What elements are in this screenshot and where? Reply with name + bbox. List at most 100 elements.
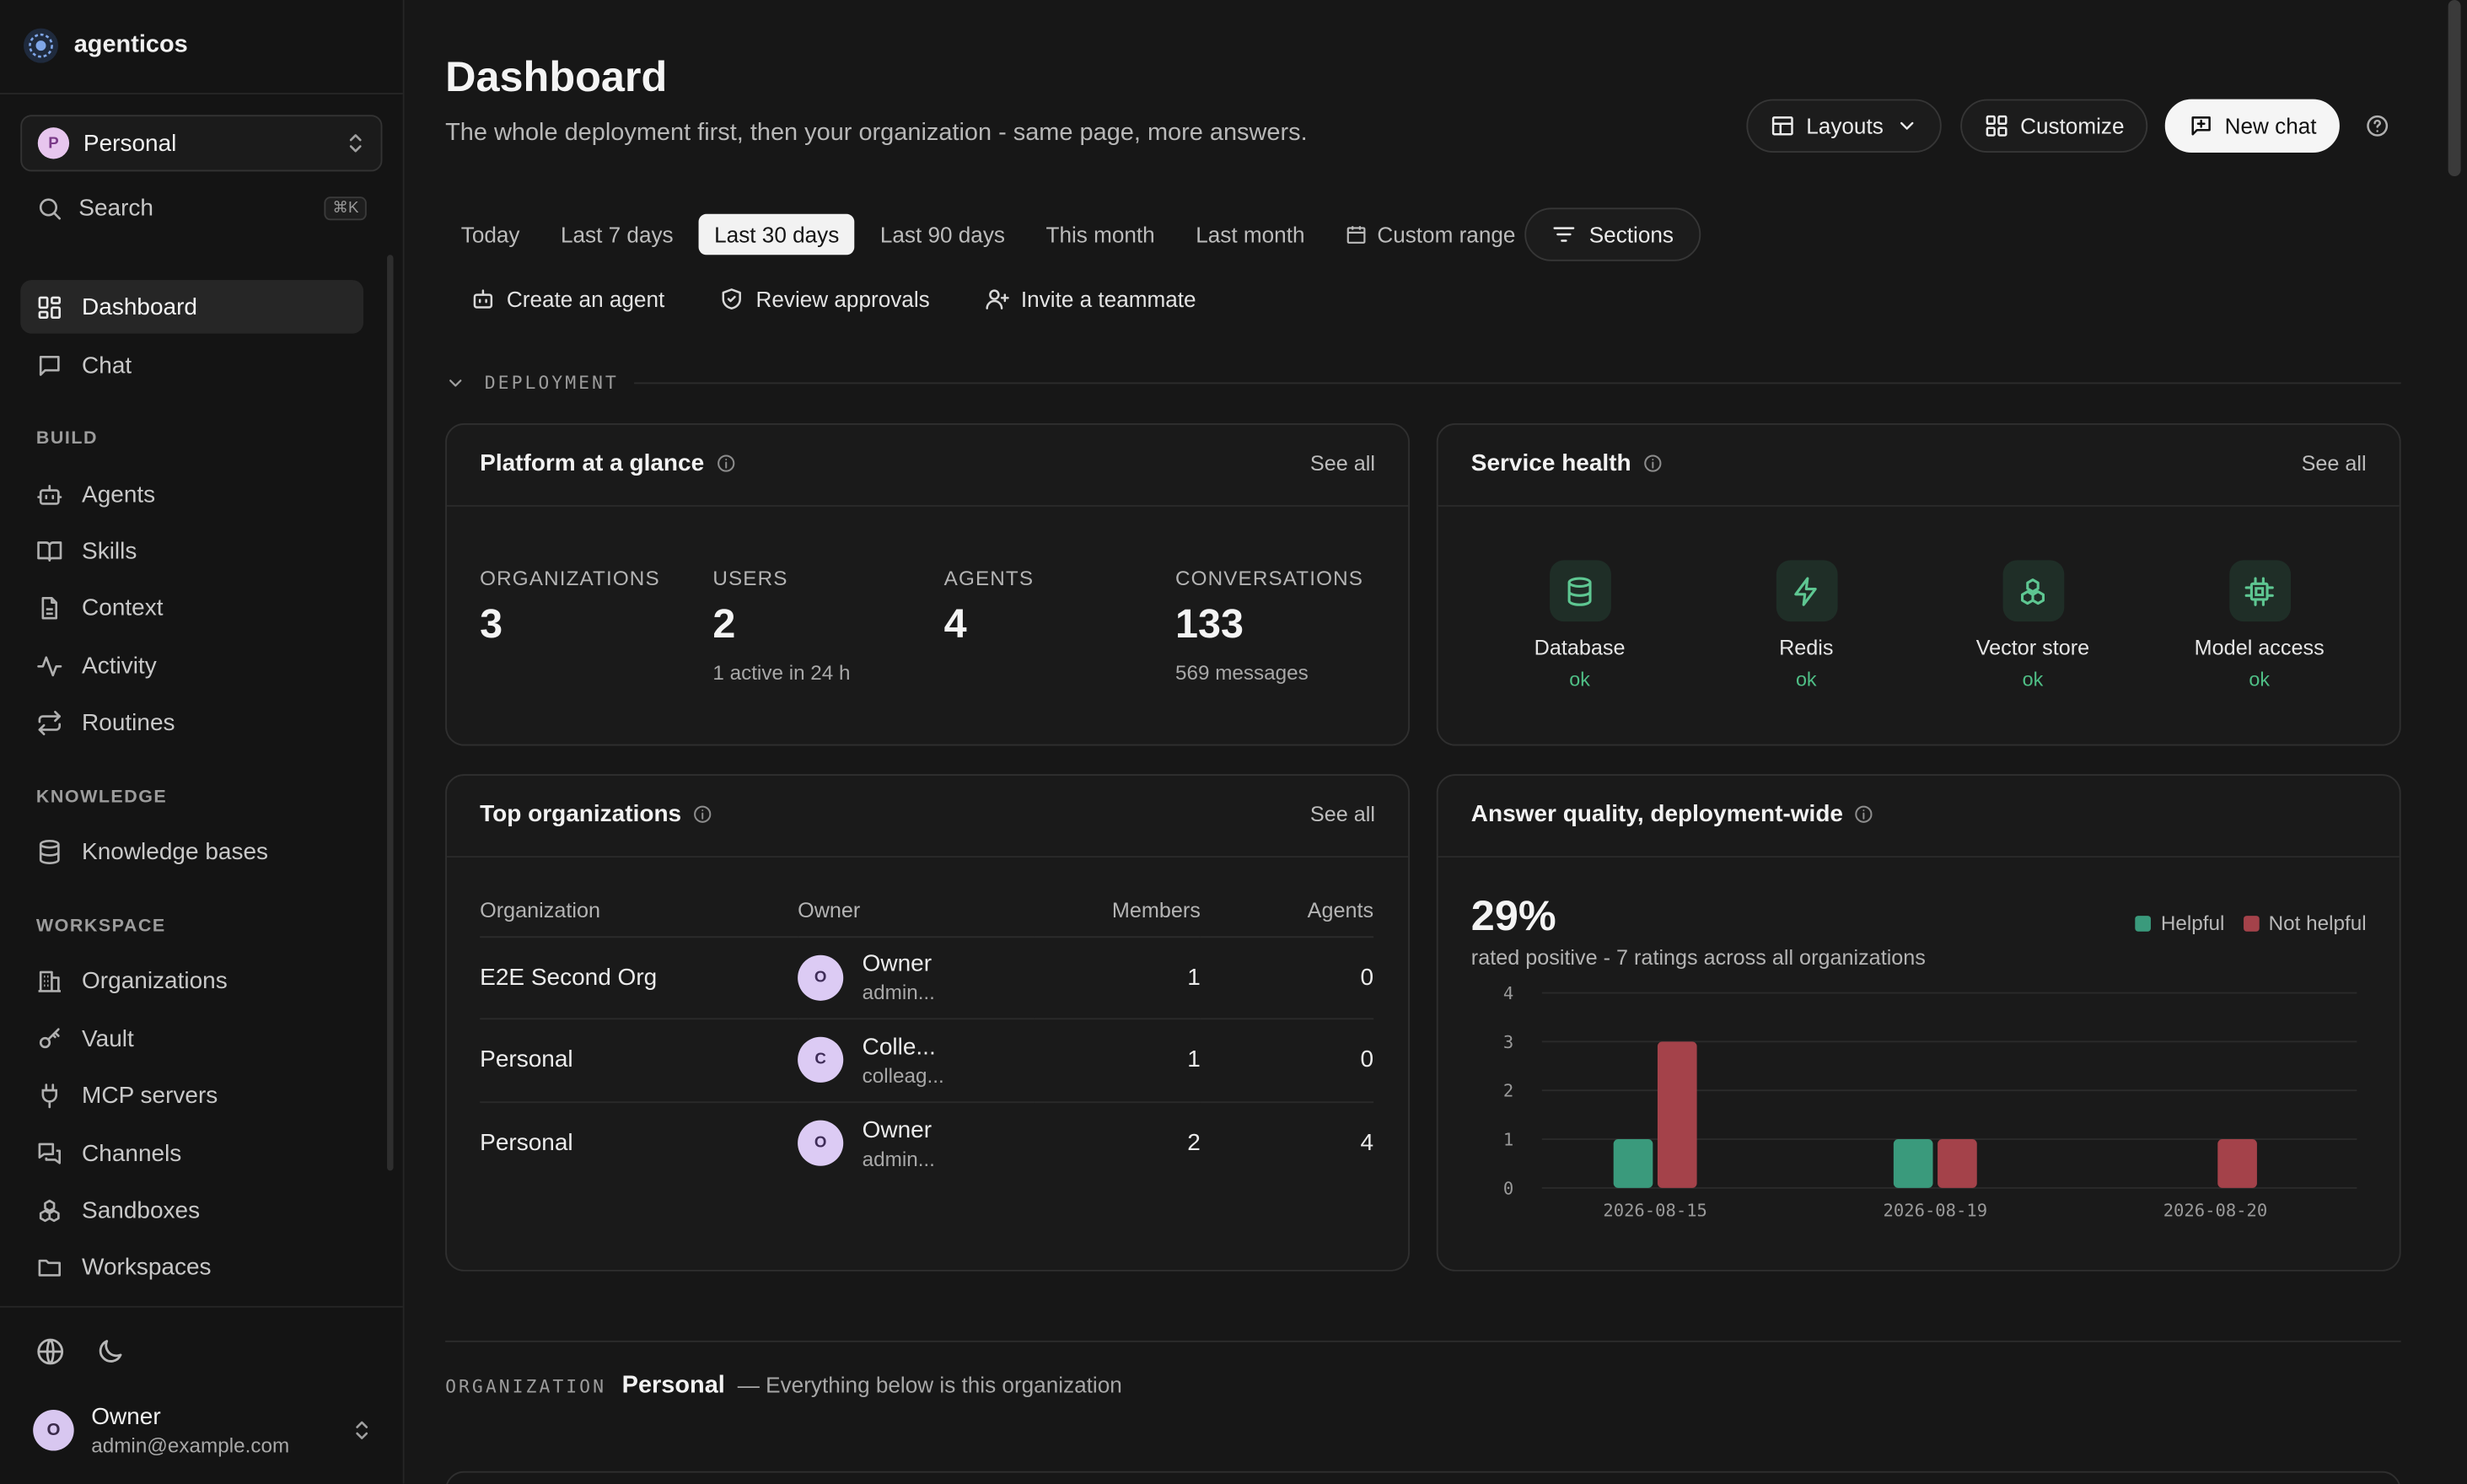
- service-status: ok: [2022, 669, 2044, 691]
- range-last-month[interactable]: Last month: [1196, 222, 1305, 247]
- sidebar-item-sandboxes[interactable]: Sandboxes: [20, 1183, 363, 1236]
- stat-organizations: ORGANIZATIONS 3: [480, 567, 660, 648]
- service-name: Database: [1534, 635, 1626, 659]
- bar-helpful: [1893, 1139, 1933, 1188]
- divider: [0, 93, 403, 94]
- platform-card: Platform at a glance See all ORGANIZATIO…: [445, 422, 1411, 746]
- see-all-link[interactable]: See all: [2301, 451, 2367, 476]
- legend-label: Helpful: [2160, 911, 2225, 935]
- stat-conversations: CONVERSATIONS 133 569 messages: [1175, 567, 1363, 685]
- y-tick-label: 3: [1503, 1032, 1513, 1052]
- new-chat-button[interactable]: New chat: [2164, 99, 2341, 153]
- deployment-section-label: DEPLOYMENT: [484, 371, 619, 394]
- see-all-link[interactable]: See all: [1309, 451, 1375, 476]
- user-menu[interactable]: O Owner admin@example.com: [33, 1404, 371, 1457]
- chip-icon: [2228, 560, 2291, 622]
- column-header-agents[interactable]: Agents: [1200, 885, 1374, 938]
- shield-check-icon: [723, 288, 742, 309]
- see-all-link[interactable]: See all: [1309, 802, 1375, 826]
- info-icon[interactable]: [715, 453, 735, 473]
- range-custom[interactable]: Custom range: [1330, 214, 1531, 255]
- chat-icon: [39, 355, 60, 375]
- help-circle-icon[interactable]: [2365, 113, 2390, 138]
- organization-label: ORGANIZATION: [445, 1374, 607, 1398]
- search-icon: [39, 197, 62, 219]
- sidebar-item-skills[interactable]: Skills: [20, 524, 363, 577]
- layouts-button[interactable]: Layouts: [1746, 99, 1942, 153]
- positive-rate: 29%: [1470, 892, 1556, 940]
- invite-teammate-button[interactable]: Invite a teammate: [985, 287, 1196, 311]
- table-row[interactable]: Personal C Colle... colleag... 1 0: [480, 1019, 1374, 1103]
- sections-label: Sections: [1588, 222, 1674, 247]
- sidebar-item-chat[interactable]: Chat: [20, 338, 363, 391]
- rating-summary: rated positive - 7 ratings across all or…: [1470, 945, 1926, 970]
- bar-helpful: [1613, 1139, 1653, 1188]
- divider: [445, 1340, 2401, 1342]
- new-chat-label: New chat: [2224, 113, 2317, 139]
- owner-name: Colle...: [862, 1033, 936, 1061]
- range-last-90-days[interactable]: Last 90 days: [879, 222, 1005, 247]
- brand[interactable]: agenticos: [22, 27, 188, 65]
- column-header-members[interactable]: Members: [1034, 885, 1201, 938]
- divider: [0, 1305, 403, 1308]
- sidebar-item-channels[interactable]: Channels: [20, 1126, 363, 1180]
- sidebar-item-workspaces[interactable]: Workspaces: [20, 1239, 363, 1293]
- info-icon[interactable]: [692, 804, 712, 825]
- search-label: Search: [78, 194, 154, 222]
- column-header-owner[interactable]: Owner: [798, 885, 1035, 938]
- y-tick-label: 1: [1503, 1130, 1513, 1150]
- range-today[interactable]: Today: [460, 222, 520, 247]
- moon-icon[interactable]: [94, 1336, 126, 1367]
- sidebar-item-agents[interactable]: Agents: [20, 467, 363, 520]
- x-tick-label: 2026-08-19: [1884, 1200, 1988, 1216]
- owner-cell: C Colle... colleag...: [798, 1019, 1035, 1103]
- layouts-label: Layouts: [1806, 113, 1884, 139]
- section-title-knowledge: KNOWLEDGE: [35, 788, 168, 808]
- info-icon[interactable]: [1642, 453, 1663, 473]
- info-icon[interactable]: [1854, 804, 1874, 825]
- owner-cell: O Owner admin...: [798, 936, 1035, 1020]
- service-health-card: Service health See all Database ok Redis…: [1436, 422, 2401, 746]
- sidebar-item-knowledge-bases[interactable]: Knowledge bases: [20, 825, 363, 878]
- sidebar-item-label: Agents: [82, 481, 156, 508]
- create-agent-label: Create an agent: [506, 286, 665, 312]
- sidebar-item-activity[interactable]: Activity: [20, 639, 363, 692]
- column-header-organization[interactable]: Organization: [480, 885, 798, 938]
- layout-icon: [1771, 116, 1793, 136]
- sidebar-item-label: Sandboxes: [82, 1196, 201, 1223]
- sections-button[interactable]: Sections: [1524, 207, 1701, 261]
- stat-label: USERS: [712, 566, 788, 590]
- customize-button[interactable]: Customize: [1960, 99, 2148, 153]
- avatar: O: [798, 954, 844, 1001]
- range-last-30-days[interactable]: Last 30 days: [698, 213, 855, 255]
- vector-store-icon: [2002, 560, 2064, 622]
- sidebar-item-routines[interactable]: Routines: [20, 696, 363, 749]
- database-icon: [39, 839, 60, 864]
- legend-not-helpful[interactable]: Not helpful: [2243, 911, 2367, 934]
- service-model-access: Model access ok: [2165, 560, 2354, 691]
- review-approvals-button[interactable]: Review approvals: [720, 287, 930, 311]
- globe-icon[interactable]: [35, 1336, 66, 1367]
- sidebar-item-dashboard[interactable]: Dashboard: [20, 280, 364, 334]
- create-agent-button[interactable]: Create an agent: [470, 286, 665, 312]
- sidebar-item-organizations[interactable]: Organizations: [20, 954, 363, 1007]
- sidebar-item-label: Knowledge bases: [82, 837, 269, 865]
- sidebar-item-vault[interactable]: Vault: [20, 1012, 363, 1065]
- main-scrollbar[interactable]: [2448, 0, 2461, 177]
- range-last-7-days[interactable]: Last 7 days: [561, 222, 674, 247]
- card-title: Service health: [1471, 450, 1663, 476]
- table-row[interactable]: Personal O Owner admin... 2 4: [480, 1101, 1373, 1184]
- sidebar-scrollbar[interactable]: [387, 255, 394, 1171]
- sidebar-item-mcp-servers[interactable]: MCP servers: [20, 1068, 363, 1121]
- deployment-section-toggle[interactable]: DEPLOYMENT: [445, 371, 2401, 394]
- search-button[interactable]: Search ⌘K: [36, 191, 367, 225]
- sidebar-item-context[interactable]: Context: [20, 581, 363, 634]
- sidebar-item-label: Workspaces: [82, 1253, 212, 1281]
- range-this-month[interactable]: This month: [1045, 222, 1155, 247]
- org-name: Personal: [480, 1129, 573, 1157]
- org-switcher[interactable]: P Personal: [20, 115, 383, 172]
- chevron-down-icon: [1900, 121, 1914, 130]
- table-row[interactable]: E2E Second Org O Owner admin... 1: [480, 936, 1374, 1020]
- avatar: O: [798, 1120, 844, 1166]
- legend-helpful[interactable]: Helpful: [2135, 911, 2225, 935]
